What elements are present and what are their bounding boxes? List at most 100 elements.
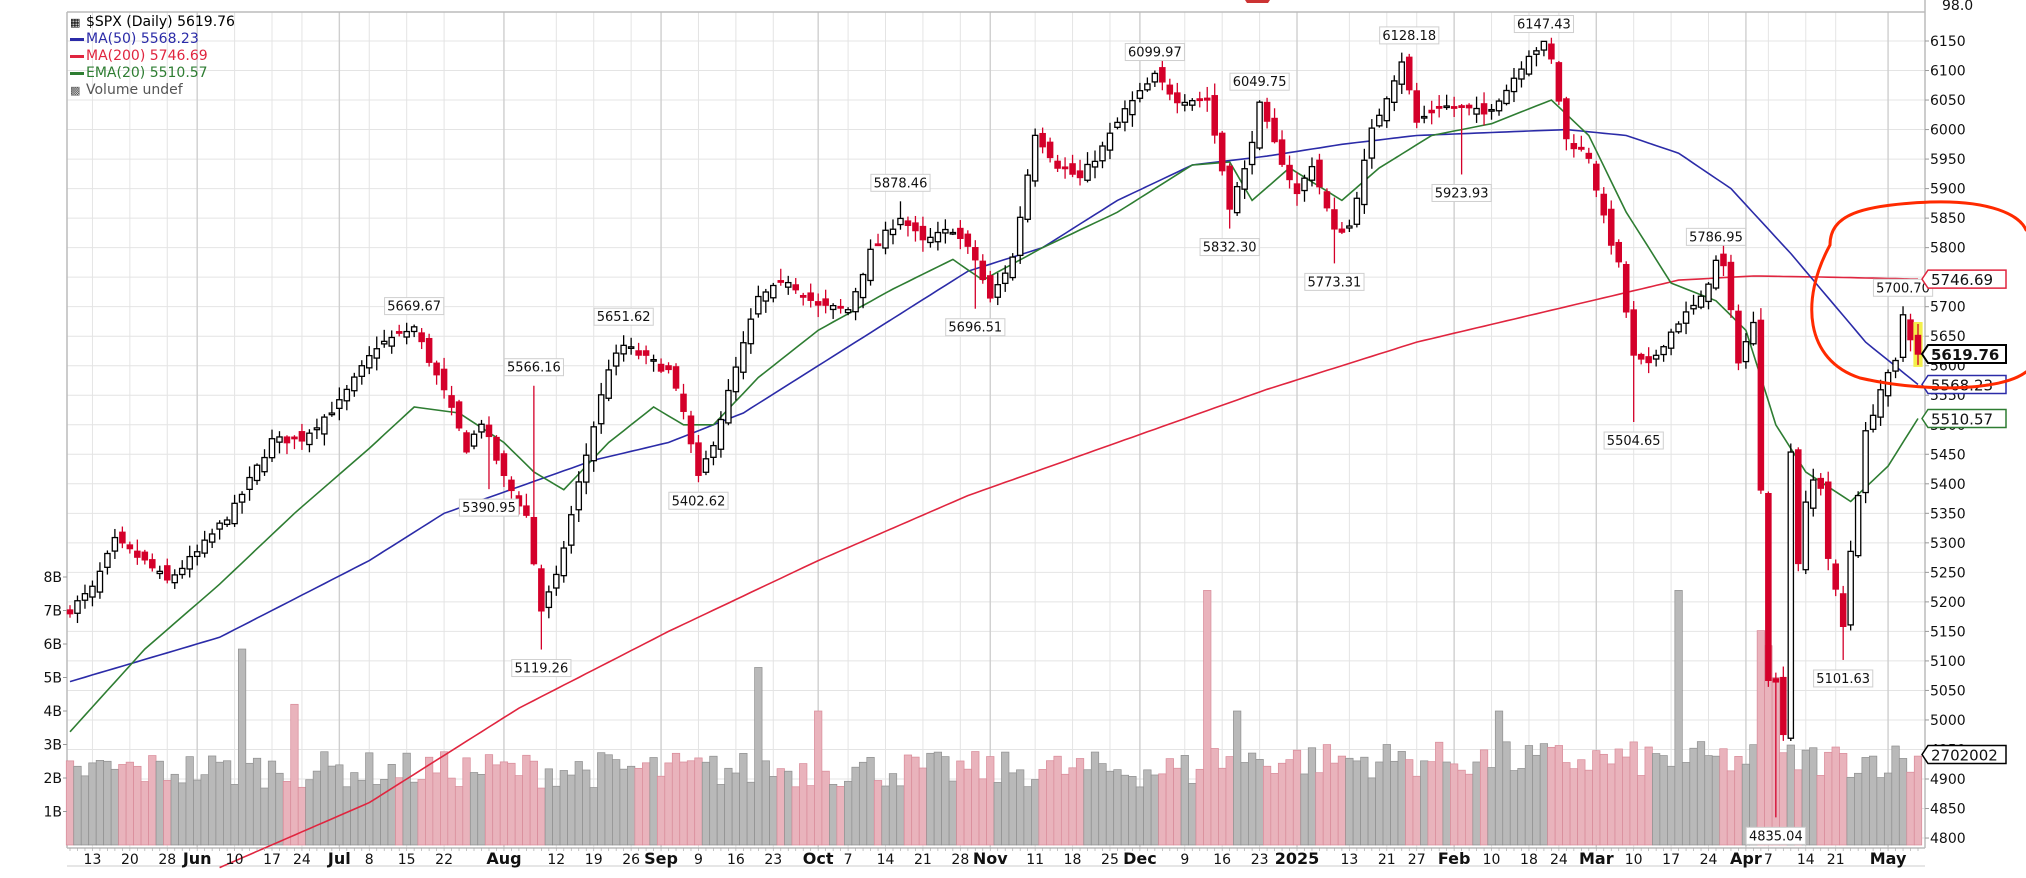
- svg-text:9: 9: [1180, 852, 1189, 868]
- svg-text:Mar: Mar: [1579, 849, 1614, 868]
- svg-text:16: 16: [727, 852, 745, 868]
- annotation-label: 5669.67: [384, 297, 445, 316]
- svg-text:5900: 5900: [1930, 182, 1966, 198]
- svg-text:5832.30: 5832.30: [1203, 241, 1257, 256]
- annotation-label: 6049.75: [1229, 72, 1290, 91]
- annotation-label: 5696.51: [945, 318, 1006, 337]
- svg-text:5923.93: 5923.93: [1435, 186, 1489, 201]
- annotation-label: 6147.43: [1513, 15, 1575, 34]
- svg-text:2025: 2025: [1275, 849, 1320, 868]
- annotation-label: 5878.46: [870, 173, 931, 192]
- svg-text:20: 20: [121, 852, 139, 868]
- svg-text:4900: 4900: [1930, 772, 1966, 788]
- svg-text:27: 27: [1408, 852, 1426, 868]
- svg-text:5619.76: 5619.76: [1931, 346, 1999, 364]
- candlestick-icon: ▦: [70, 16, 81, 29]
- svg-text:10: 10: [1483, 852, 1501, 868]
- svg-text:5650: 5650: [1930, 329, 1966, 345]
- svg-text:21: 21: [1827, 852, 1845, 868]
- legend-label: MA(200) 5746.69: [86, 48, 208, 64]
- svg-text:5390.95: 5390.95: [462, 501, 516, 516]
- svg-text:2702002: 2702002: [1931, 747, 1998, 765]
- chart-legend: ▦ $SPX (Daily) 5619.76 MA(50) 5568.23 MA…: [70, 14, 235, 99]
- svg-text:Apr: Apr: [1730, 849, 1762, 868]
- svg-text:5850: 5850: [1930, 211, 1966, 227]
- svg-text:14: 14: [1797, 852, 1815, 868]
- svg-text:5700.70: 5700.70: [1876, 281, 1930, 296]
- annotation-label: 5101.63: [1813, 669, 1874, 688]
- svg-text:4B: 4B: [43, 704, 62, 720]
- legend-item-ma200: MA(200) 5746.69: [70, 48, 235, 65]
- volume-axis: 1B 2B 3B 4B 5B 6B 7B 8B: [43, 570, 67, 821]
- svg-text:6B: 6B: [43, 637, 62, 653]
- svg-text:10: 10: [226, 852, 244, 868]
- annotation-label: 5402.62: [668, 491, 729, 510]
- svg-text:5504.65: 5504.65: [1607, 434, 1661, 449]
- svg-text:5B: 5B: [43, 671, 62, 687]
- svg-text:28: 28: [951, 852, 969, 868]
- svg-text:3B: 3B: [43, 738, 62, 754]
- svg-text:6100: 6100: [1930, 64, 1966, 80]
- svg-text:25: 25: [1101, 852, 1119, 868]
- svg-text:6099.97: 6099.97: [1128, 46, 1182, 61]
- svg-text:5000: 5000: [1930, 713, 1966, 729]
- svg-text:6147.43: 6147.43: [1517, 18, 1571, 33]
- date-axis: 13 20 28 Jun 10 17 24 Jul 8 15 22 Aug 12 19 26 Sep 9 16 23…: [69, 848, 1919, 868]
- svg-text:16: 16: [1213, 852, 1231, 868]
- line-swatch-icon: [70, 72, 84, 75]
- svg-text:5800: 5800: [1930, 241, 1966, 257]
- svg-text:24: 24: [1550, 852, 1568, 868]
- svg-text:5350: 5350: [1930, 506, 1966, 522]
- top-marker: [1245, 0, 1270, 3]
- svg-text:6050: 6050: [1930, 93, 1966, 109]
- annotation-label: 6128.18: [1379, 26, 1440, 45]
- legend-item-ema20: EMA(20) 5510.57: [70, 65, 235, 82]
- annotation-label: 5504.65: [1603, 431, 1664, 450]
- svg-text:5786.95: 5786.95: [1689, 230, 1743, 245]
- svg-text:98.0: 98.0: [1942, 0, 1973, 14]
- svg-text:12: 12: [547, 852, 565, 868]
- ma200-line: [219, 275, 1919, 869]
- svg-text:28: 28: [158, 852, 176, 868]
- svg-text:5568.23: 5568.23: [1931, 376, 1993, 394]
- line-swatch-icon: [70, 38, 84, 41]
- svg-text:19: 19: [585, 852, 603, 868]
- annotation-label: 5390.95: [458, 498, 520, 517]
- svg-text:14: 14: [877, 852, 895, 868]
- svg-text:5746.69: 5746.69: [1931, 271, 1993, 289]
- annotation-label: 5651.62: [593, 307, 654, 326]
- svg-text:21: 21: [914, 852, 932, 868]
- ma50-line: [69, 128, 1919, 683]
- svg-text:5700: 5700: [1930, 300, 1966, 316]
- svg-text:4800: 4800: [1930, 831, 1966, 847]
- svg-text:5696.51: 5696.51: [948, 321, 1002, 336]
- legend-label: MA(50) 5568.23: [86, 31, 199, 47]
- svg-text:4850: 4850: [1930, 802, 1966, 818]
- legend-item-volume: ▩ Volume undef: [70, 82, 235, 99]
- svg-text:15: 15: [398, 852, 416, 868]
- svg-text:5950: 5950: [1930, 152, 1966, 168]
- svg-text:5300: 5300: [1930, 536, 1966, 552]
- price-candles: [66, 37, 1923, 818]
- grid: [67, 12, 1925, 848]
- svg-text:5651.62: 5651.62: [597, 310, 651, 325]
- svg-text:11: 11: [1026, 852, 1044, 868]
- svg-text:5669.67: 5669.67: [387, 300, 441, 315]
- svg-text:18: 18: [1064, 852, 1082, 868]
- annotation-label: 5566.16: [503, 358, 564, 377]
- legend-label: EMA(20) 5510.57: [86, 65, 208, 81]
- svg-text:5100: 5100: [1930, 654, 1966, 670]
- svg-text:6128.18: 6128.18: [1382, 29, 1436, 44]
- svg-text:5150: 5150: [1930, 624, 1966, 640]
- annotation-label: 5832.30: [1199, 238, 1260, 257]
- price-axis: 98.0615061006050600059505900585058005750…: [1925, 0, 1973, 847]
- svg-text:5450: 5450: [1930, 447, 1966, 463]
- svg-text:Aug: Aug: [486, 849, 521, 868]
- ema20-line: [69, 99, 1919, 733]
- legend-item-price: ▦ $SPX (Daily) 5619.76: [70, 14, 235, 31]
- line-swatch-icon: [70, 55, 84, 58]
- svg-text:10: 10: [1625, 852, 1643, 868]
- svg-text:22: 22: [435, 852, 453, 868]
